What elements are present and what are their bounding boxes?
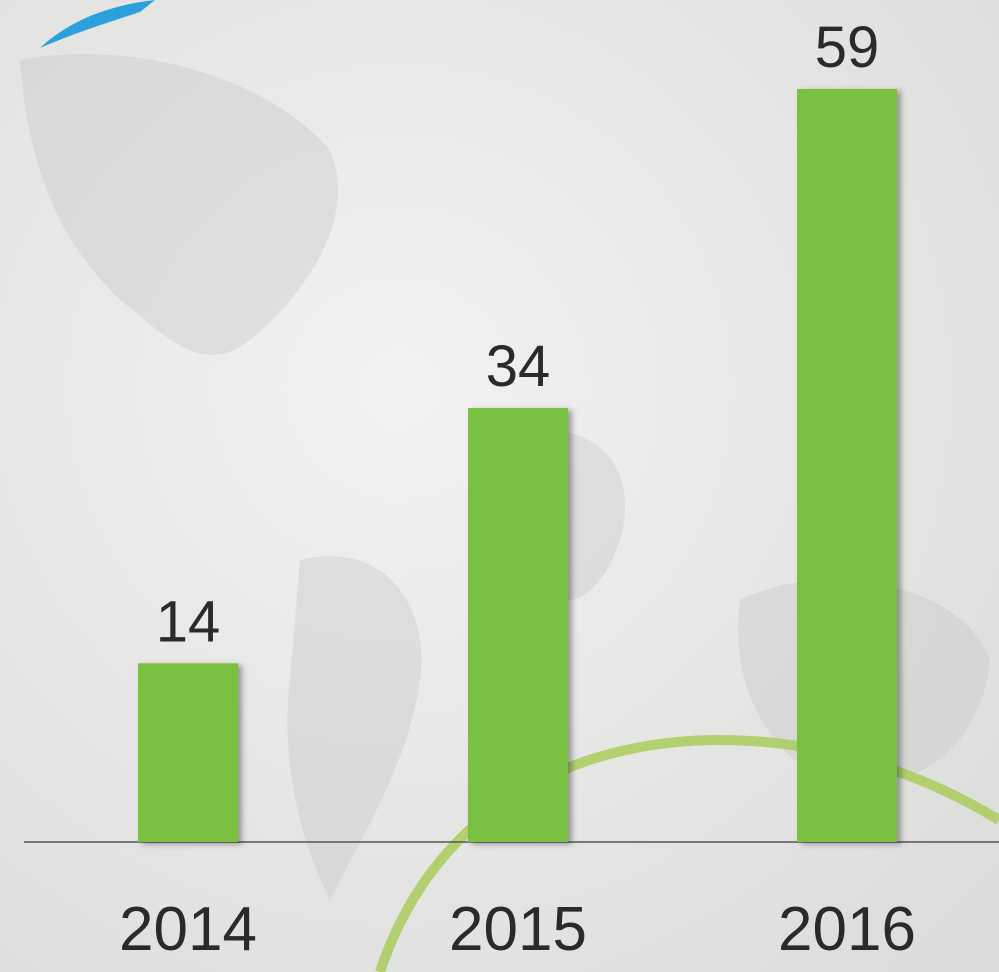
logo-mark: [40, 0, 155, 48]
value-label: 34: [486, 334, 551, 399]
bar: [468, 408, 568, 842]
x-tick-label: 2015: [449, 895, 587, 964]
bar: [797, 89, 897, 842]
value-label: 14: [156, 589, 221, 654]
decorative-arc: [375, 734, 999, 972]
value-label: 59: [815, 15, 880, 80]
x-tick-label: 2016: [778, 895, 916, 964]
bar: [138, 663, 238, 842]
x-tick-label: 2014: [119, 895, 257, 964]
